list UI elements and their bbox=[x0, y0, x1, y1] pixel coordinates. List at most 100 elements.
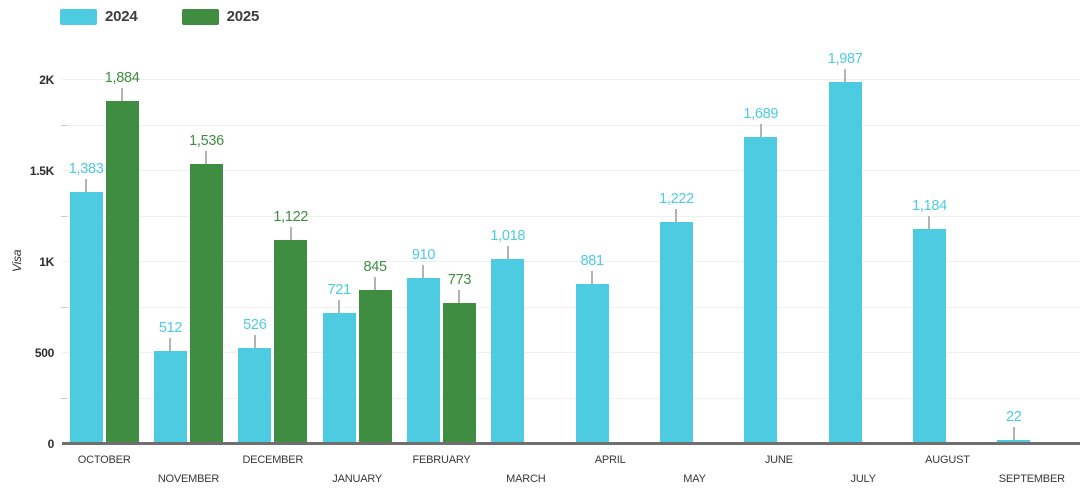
legend-item-2024[interactable]: 2024 bbox=[60, 8, 138, 25]
bar-2024-march[interactable] bbox=[491, 259, 525, 444]
bar-2025-november[interactable] bbox=[189, 164, 223, 444]
x-axis-label-september: SEPTEMBER bbox=[998, 473, 1065, 485]
bar-slot-2024-february: 910 bbox=[406, 55, 440, 444]
bar-group-october: 1,383 1,884 OCTOBER bbox=[62, 55, 146, 467]
bar-slot-2024-december: 526 bbox=[238, 55, 272, 444]
value-stem bbox=[759, 124, 762, 137]
value-stem bbox=[205, 151, 208, 164]
bar-group-april: 881 APRIL bbox=[568, 55, 652, 466]
bar-value-label: 1,184 bbox=[912, 198, 947, 214]
bar-value-label: 845 bbox=[363, 259, 388, 275]
gridline-1250 bbox=[62, 215, 1080, 217]
bar-2025-february[interactable] bbox=[442, 303, 476, 444]
value-stem bbox=[289, 227, 292, 240]
bar-value-label: 721 bbox=[327, 282, 352, 298]
bar-group-june: 1,689 JUNE bbox=[737, 55, 821, 467]
gridline-1500 bbox=[62, 170, 1080, 171]
bar-slot-2025-april bbox=[612, 55, 645, 444]
y-minor-tick bbox=[61, 306, 67, 308]
bar-2024-june[interactable] bbox=[744, 137, 778, 444]
bar-slot-2024-november: 512 bbox=[153, 55, 187, 444]
value-stem bbox=[506, 246, 509, 259]
legend-swatch-icon bbox=[181, 8, 219, 25]
bar-group-september: 22 SEPTEMBER bbox=[990, 55, 1074, 485]
legend-label: 2025 bbox=[226, 8, 260, 25]
bar-slot-2024-march: 1,018 bbox=[490, 55, 526, 444]
bar-value-label: 1,884 bbox=[104, 70, 140, 86]
value-stem bbox=[253, 335, 256, 348]
x-axis-label-may: MAY bbox=[683, 473, 706, 485]
bar-2024-january[interactable] bbox=[322, 313, 356, 444]
legend: 2024 2025 bbox=[60, 8, 259, 25]
y-minor-tick bbox=[61, 215, 67, 217]
bar-value-label: 512 bbox=[158, 320, 183, 336]
value-stem bbox=[675, 209, 678, 222]
gridline-250 bbox=[62, 397, 1080, 399]
bar-slot-2025-october: 1,884 bbox=[104, 55, 140, 444]
bar-slot-2025-may bbox=[696, 55, 729, 444]
bar-group-may: 1,222 MAY bbox=[652, 55, 736, 486]
bar-slot-2025-december: 1,122 bbox=[273, 55, 309, 444]
plot-area: 0 500 1K 1.5K 2K 1,383 1,884 OCTOBER 512 1,536 NOV… bbox=[30, 52, 1080, 486]
bar-2025-december[interactable] bbox=[274, 240, 308, 444]
value-stem bbox=[458, 290, 461, 303]
bar-2025-january[interactable] bbox=[358, 290, 392, 444]
bar-slot-2025-june bbox=[780, 55, 813, 444]
bar-group-march: 1,018 MARCH bbox=[484, 55, 568, 486]
bar-2024-april[interactable] bbox=[575, 284, 609, 444]
bar-slot-2025-february: 773 bbox=[442, 55, 476, 444]
bar-2024-february[interactable] bbox=[406, 278, 440, 444]
x-axis-label-april: APRIL bbox=[594, 454, 626, 466]
bar-2024-july[interactable] bbox=[828, 82, 862, 444]
y-minor-tick bbox=[61, 397, 67, 399]
bar-2024-august[interactable] bbox=[912, 229, 946, 444]
bar-group-february: 910 773 FEBRUARY bbox=[399, 55, 483, 466]
y-tick-label-500: 500 bbox=[34, 346, 54, 360]
bar-value-label: 1,018 bbox=[490, 228, 526, 244]
bar-value-label: 22 bbox=[1006, 409, 1022, 425]
bar-slot-2024-september: 22 bbox=[997, 55, 1031, 444]
bar-2024-november[interactable] bbox=[153, 351, 187, 444]
bar-slot-2025-september bbox=[1033, 55, 1066, 444]
value-stem bbox=[928, 216, 931, 229]
bar-group-december: 526 1,122 DECEMBER bbox=[231, 55, 315, 466]
gridline-1750 bbox=[62, 124, 1080, 126]
bar-slot-2025-august bbox=[949, 55, 982, 444]
bar-slot-2024-april: 881 bbox=[575, 55, 609, 444]
y-tick-label-2K: 2K bbox=[39, 73, 54, 87]
bar-value-label: 910 bbox=[411, 247, 436, 263]
bar-2024-december[interactable] bbox=[238, 348, 272, 444]
bar-2024-october[interactable] bbox=[69, 192, 103, 444]
gridline-750 bbox=[62, 306, 1080, 308]
x-axis-label-january: JANUARY bbox=[332, 473, 383, 485]
value-stem bbox=[338, 300, 341, 313]
x-axis-label-july: JULY bbox=[850, 473, 876, 485]
y-tick-label-0: 0 bbox=[47, 437, 55, 451]
bar-value-label: 773 bbox=[447, 272, 472, 288]
bar-value-label: 1,689 bbox=[743, 106, 779, 122]
x-axis-label-august: AUGUST bbox=[925, 454, 970, 466]
bar-slot-2024-july: 1,987 bbox=[828, 52, 863, 444]
bar-slot-2024-may: 1,222 bbox=[659, 55, 694, 444]
x-axis-label-june: JUNE bbox=[764, 454, 793, 466]
value-stem bbox=[1012, 427, 1015, 440]
bar-value-label: 526 bbox=[243, 317, 267, 333]
bar-2025-october[interactable] bbox=[105, 101, 139, 444]
bar-slot-2024-august: 1,184 bbox=[912, 55, 947, 444]
bar-slot-2025-november: 1,536 bbox=[189, 55, 224, 444]
value-stem bbox=[85, 179, 88, 192]
value-stem bbox=[169, 338, 172, 351]
x-axis-label-november: NOVEMBER bbox=[157, 473, 220, 485]
legend-item-2025[interactable]: 2025 bbox=[181, 8, 260, 25]
gridline-500 bbox=[62, 352, 1080, 353]
bar-2024-may[interactable] bbox=[659, 222, 693, 444]
bar-value-label: 881 bbox=[580, 253, 605, 269]
bar-value-label: 1,383 bbox=[68, 161, 104, 177]
bar-value-label: 1,122 bbox=[273, 209, 309, 225]
bar-slot-2025-january: 845 bbox=[358, 55, 392, 444]
x-axis-line bbox=[62, 442, 1080, 445]
gridline-1000 bbox=[62, 261, 1080, 262]
x-axis-label-october: OCTOBER bbox=[77, 454, 131, 466]
y-tick-label-1.5K: 1.5K bbox=[29, 164, 54, 178]
